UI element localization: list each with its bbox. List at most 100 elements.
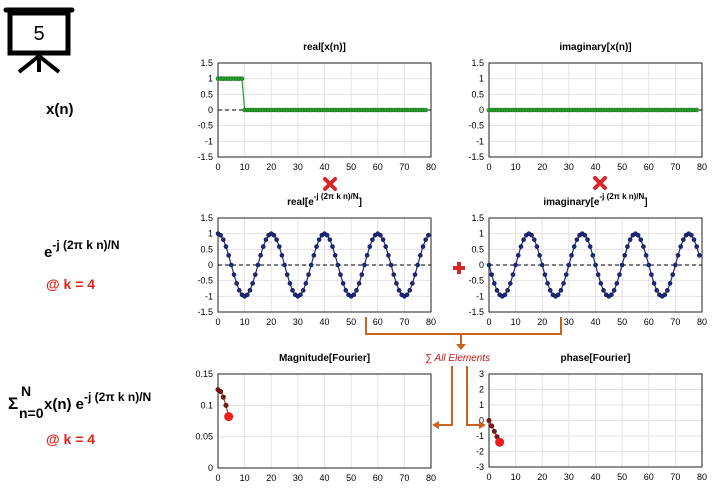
data-point <box>306 272 311 277</box>
y-tick-label: 1 <box>479 229 484 239</box>
y-tick-label: -1 <box>476 291 484 301</box>
y-tick-label: 1 <box>208 229 213 239</box>
data-point <box>697 253 702 258</box>
data-point <box>226 253 231 258</box>
x-tick-label: 20 <box>537 162 547 172</box>
y-tick-label: -1.5 <box>197 152 213 162</box>
data-point <box>335 262 341 268</box>
data-point <box>276 244 282 249</box>
data-point <box>314 244 319 249</box>
data-point <box>558 288 564 293</box>
chart-title: real[x(n)] <box>303 42 346 53</box>
data-point <box>327 237 333 242</box>
data-point <box>598 281 604 286</box>
y-tick-label: 0 <box>479 416 484 426</box>
data-point <box>619 262 625 268</box>
y-tick-label: 0.5 <box>200 244 213 254</box>
data-point <box>670 272 676 277</box>
data-point <box>489 272 494 277</box>
dft-sum-label: Σ N n=0 x(n) e-j (2π k n)/N <box>8 380 188 421</box>
data-point <box>231 272 237 277</box>
x-tick-label: 10 <box>511 317 521 327</box>
data-point <box>486 417 492 423</box>
x-tick-label: 50 <box>346 317 356 327</box>
x-tick-label: 60 <box>373 473 383 483</box>
highlight-point-k4 <box>495 437 505 447</box>
data-point <box>404 292 410 298</box>
data-point <box>601 288 606 293</box>
x-tick-label: 70 <box>670 317 680 327</box>
data-point <box>287 281 293 286</box>
sum-exponent: -j (2π k n)/N <box>84 390 152 404</box>
data-point <box>234 281 239 286</box>
data-point <box>486 262 492 268</box>
data-point <box>518 244 524 249</box>
data-point <box>290 288 295 293</box>
data-point <box>250 281 255 286</box>
x-tick-label: 0 <box>215 317 220 327</box>
multiply-x-icon <box>593 176 607 190</box>
x-tick-label: 60 <box>373 162 383 172</box>
y-tick-label: 1.5 <box>200 213 213 223</box>
y-tick-label: -1 <box>205 136 213 146</box>
data-point <box>675 253 681 258</box>
y-tick-label: 0.5 <box>200 89 213 99</box>
data-point <box>625 244 630 249</box>
data-point <box>678 244 684 249</box>
data-point <box>566 262 572 268</box>
data-point <box>388 262 394 268</box>
data-point <box>386 253 391 258</box>
x-tick-label: 30 <box>564 472 574 482</box>
plot-frame <box>217 62 432 158</box>
chart-real-kernel: 0 10 20 30 40 50 60 70 80 1.5 1 0.5 0 -0.5 -1 -1.5 real[… <box>197 192 436 327</box>
data-point <box>614 281 620 286</box>
data-point <box>218 389 224 395</box>
chart-imag-xn: 0 10 20 30 40 50 60 70 80 1.5 1 0.5 0 -0.5 -1 -1.5 imagi… <box>468 42 707 172</box>
multiply-x-icon <box>323 177 337 191</box>
data-point <box>391 272 397 277</box>
data-point <box>582 232 588 238</box>
data-point <box>590 253 596 258</box>
x-tick-label: 80 <box>697 317 707 327</box>
chart-title: phase[Fourier] <box>560 353 630 364</box>
data-point <box>396 288 402 293</box>
data-point <box>308 262 314 268</box>
chart-phase: 0 10 20 30 40 50 60 70 803210-1-2-3phase[Fourier… <box>476 353 707 482</box>
y-tick-label: 2 <box>479 385 484 395</box>
x-tick-label: 0 <box>486 472 491 482</box>
sum-flow-arrows <box>365 317 562 426</box>
chart-title: real[e-j (2π k n)/N] <box>287 192 362 208</box>
y-tick-label: 1.5 <box>471 58 484 68</box>
sum-all-elements-label: ∑ All Elements <box>425 353 490 364</box>
y-tick-label: 0.5 <box>471 89 484 99</box>
sum-body-text: x(n) e <box>44 396 85 413</box>
plot-frame <box>217 373 432 469</box>
data-point <box>665 288 670 293</box>
y-tick-label: -3 <box>476 462 484 472</box>
data-point <box>415 262 420 268</box>
data-point <box>338 272 343 277</box>
data-point <box>667 281 673 286</box>
data-point <box>691 237 697 242</box>
chart-title: imaginary[e-j (2π k n)/N] <box>543 192 647 208</box>
data-point <box>561 281 566 286</box>
x-tick-label: 10 <box>240 317 250 327</box>
y-tick-label: 1 <box>479 400 484 410</box>
data-point <box>673 262 678 268</box>
sum-body: x(n) e-j (2π k n)/N <box>44 390 152 413</box>
data-point <box>489 423 495 429</box>
data-point <box>502 292 508 298</box>
data-point <box>274 237 279 242</box>
y-tick-label: 0 <box>208 463 213 473</box>
data-point <box>491 428 497 434</box>
y-tick-label: -1 <box>476 431 484 441</box>
x-tick-label: 10 <box>240 473 250 483</box>
sum-lower-limit: n=0 <box>19 405 44 421</box>
data-point <box>237 288 242 293</box>
data-point <box>662 292 668 298</box>
data-point <box>694 107 699 113</box>
x-tick-label: 30 <box>564 162 574 172</box>
data-point <box>649 272 654 277</box>
x-tick-label: 80 <box>426 162 436 172</box>
